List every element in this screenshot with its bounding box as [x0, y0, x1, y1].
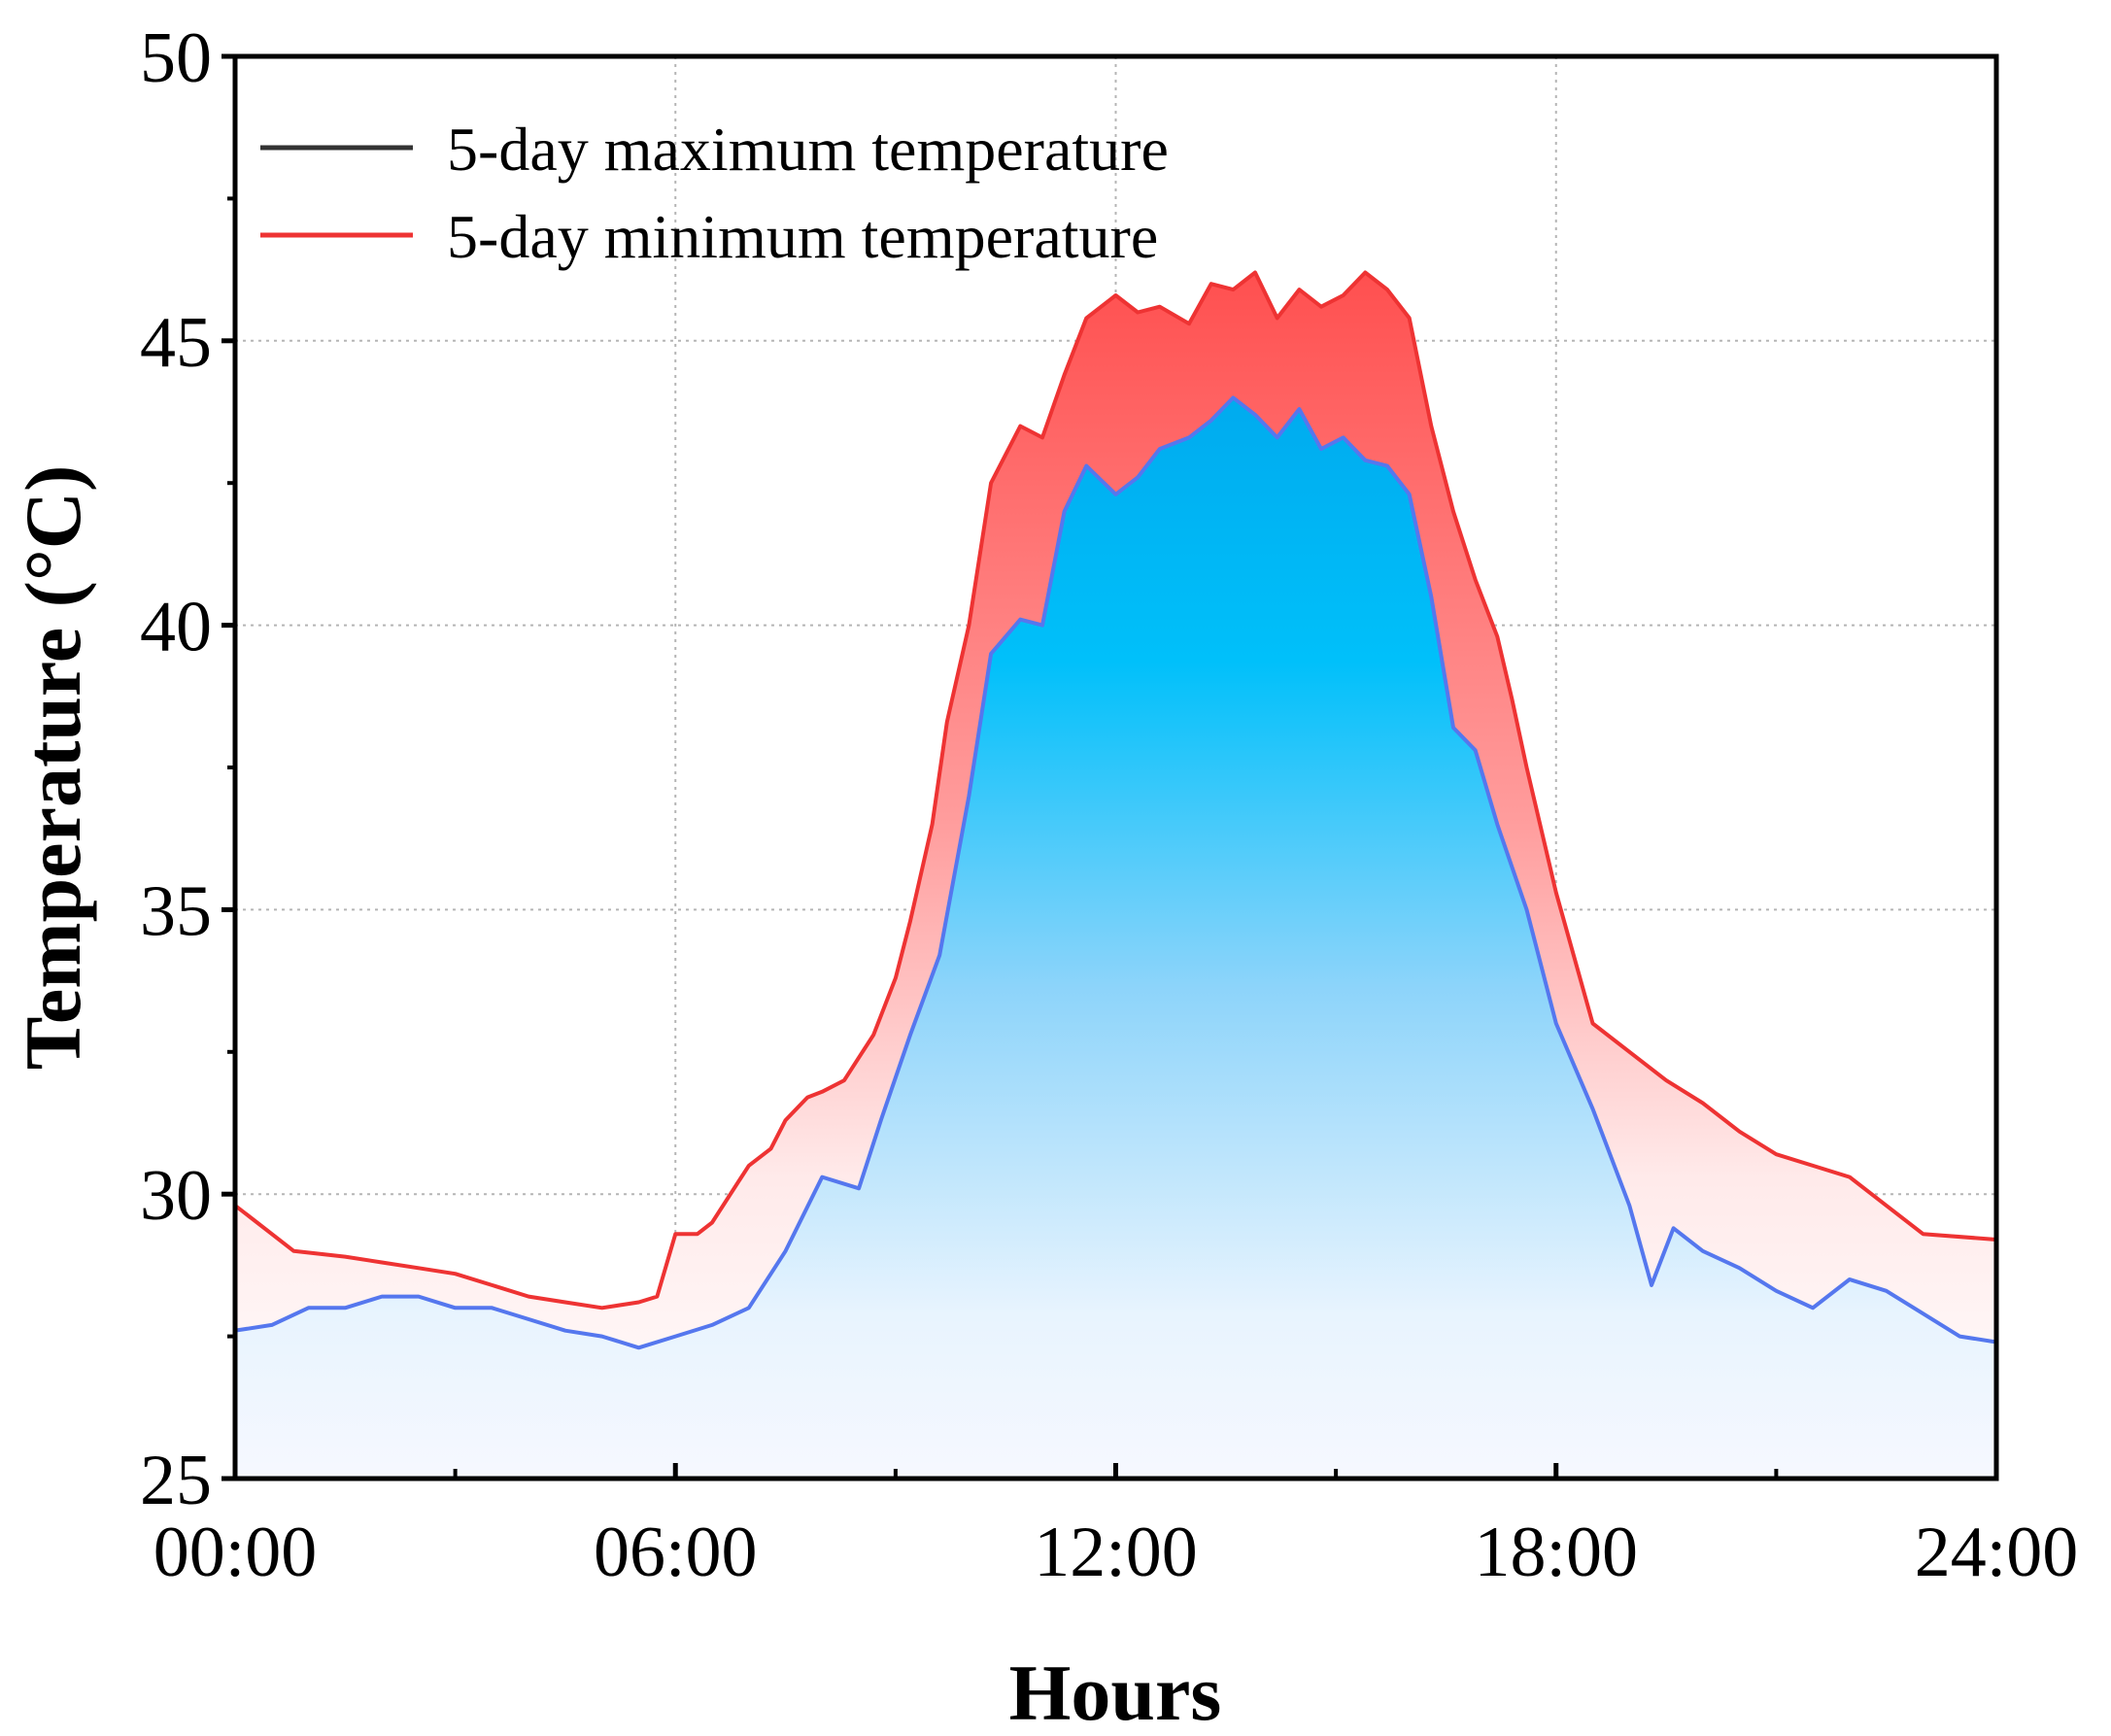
- x-axis-title: Hours: [1009, 1649, 1222, 1736]
- y-tick-label-30: 30: [140, 1156, 212, 1236]
- legend-label-min: 5-day minimum temperature: [447, 202, 1158, 271]
- y-tick-label-40: 40: [140, 588, 212, 667]
- axis-ticks: 25 30 35 40 45 50 00:00 06:00 12:00 18:00 24:00: [140, 18, 2078, 1592]
- max-temperature-area: [235, 397, 1996, 1479]
- y-tick-label-25: 25: [140, 1441, 212, 1520]
- y-axis-title: Temperature (°C): [9, 465, 97, 1071]
- y-tick-label-35: 35: [140, 871, 212, 951]
- max-temperature-line: [235, 395, 1996, 1350]
- x-tick-label-24: 24:00: [1915, 1513, 2079, 1592]
- y-tick-label-45: 45: [140, 303, 212, 383]
- x-tick-label-6: 06:00: [594, 1513, 758, 1592]
- x-tick-label-18: 18:00: [1474, 1513, 1638, 1592]
- x-tick-label-12: 12:00: [1034, 1513, 1198, 1592]
- y-tick-label-50: 50: [140, 18, 212, 98]
- min-temperature-line: [235, 270, 1996, 1311]
- legend: 5-day maximum temperature 5-day minimum …: [260, 115, 1169, 271]
- legend-label-max: 5-day maximum temperature: [447, 115, 1169, 184]
- x-tick-label-0: 00:00: [153, 1513, 318, 1592]
